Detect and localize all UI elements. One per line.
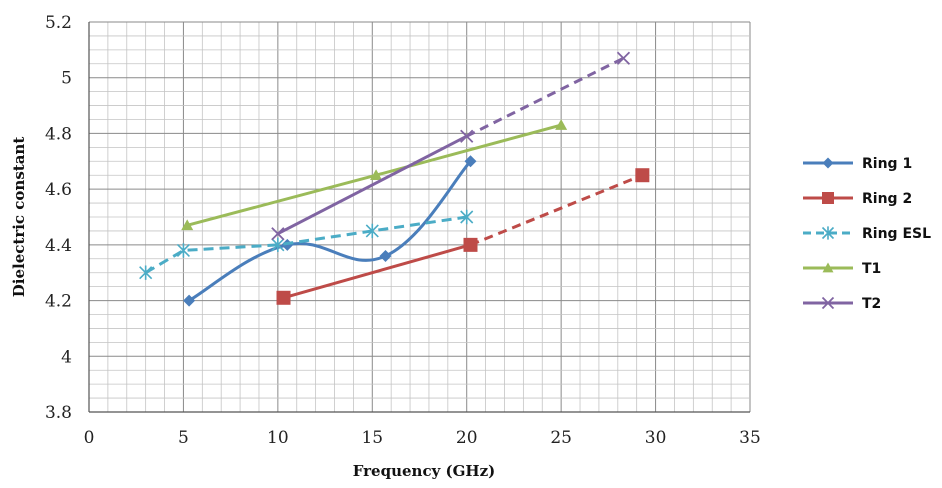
data-point-marker bbox=[183, 294, 196, 307]
data-point-marker bbox=[460, 209, 474, 225]
data-point-marker bbox=[821, 296, 835, 310]
data-point-marker bbox=[555, 119, 568, 130]
legend-label: Ring 1 bbox=[862, 156, 912, 172]
y-tick-label: 4 bbox=[61, 347, 72, 367]
series-t2 bbox=[271, 51, 631, 241]
series-layer bbox=[139, 51, 650, 307]
data-point-marker bbox=[635, 168, 650, 183]
data-point-marker bbox=[139, 265, 153, 280]
x-tick-label: 5 bbox=[178, 428, 189, 448]
data-point-marker bbox=[463, 237, 478, 252]
legend-item: T2 bbox=[803, 296, 881, 312]
series-line bbox=[144, 215, 467, 275]
x-tick-label: 15 bbox=[361, 428, 383, 448]
series-line-dashed bbox=[469, 173, 643, 247]
data-point-marker bbox=[379, 250, 392, 262]
data-point-marker bbox=[822, 192, 834, 204]
data-point-marker bbox=[271, 237, 285, 253]
data-point-marker bbox=[365, 223, 379, 239]
tick-labels: 0 5 10 15 20 25 30 35 3.8 4 4.2 4.4 4.6 4.8 5 5.2 bbox=[45, 13, 761, 448]
series-line bbox=[277, 134, 468, 236]
series-t1 bbox=[181, 119, 568, 231]
data-point-marker bbox=[822, 157, 834, 169]
y-tick-label: 5 bbox=[61, 69, 72, 89]
y-tick-label: 4.8 bbox=[45, 124, 72, 144]
legend-label: T2 bbox=[862, 296, 881, 312]
legend-item: Ring 2 bbox=[803, 191, 912, 207]
legend-item: T1 bbox=[803, 261, 881, 277]
series-ring-esl bbox=[139, 209, 474, 280]
x-tick-label: 20 bbox=[456, 428, 478, 448]
y-tick-label: 5.2 bbox=[45, 13, 72, 33]
legend-item: Ring ESL bbox=[803, 226, 931, 242]
legend-label: T1 bbox=[862, 261, 881, 277]
data-point-marker bbox=[821, 226, 835, 240]
data-point-marker bbox=[181, 219, 194, 231]
y-tick-label: 4.2 bbox=[45, 292, 72, 312]
legend: Ring 1 Ring 2 Ring ESL T1 T2 bbox=[803, 156, 931, 312]
legend-item: Ring 1 bbox=[803, 156, 912, 172]
data-point-marker bbox=[276, 290, 291, 305]
x-tick-label: 10 bbox=[267, 428, 289, 448]
x-tick-label: 25 bbox=[550, 428, 572, 448]
series-line-dashed bbox=[466, 56, 625, 138]
data-point-marker bbox=[370, 169, 383, 181]
legend-label: Ring ESL bbox=[862, 226, 931, 242]
x-tick-label: 30 bbox=[645, 428, 667, 448]
data-point-marker bbox=[460, 129, 474, 143]
data-point-marker bbox=[822, 262, 834, 273]
data-point-marker bbox=[176, 243, 190, 258]
series-ring-2 bbox=[276, 168, 650, 305]
series-line bbox=[283, 243, 471, 300]
y-tick-label: 4.6 bbox=[45, 180, 72, 200]
x-axis-title: Frequency (GHz) bbox=[353, 462, 495, 480]
data-point-marker bbox=[616, 51, 631, 65]
y-tick-label: 3.8 bbox=[45, 403, 72, 423]
series-ring-1 bbox=[183, 155, 477, 307]
axes bbox=[88, 22, 750, 413]
y-axis-title: Dielectric constant bbox=[10, 137, 28, 298]
legend-label: Ring 2 bbox=[862, 191, 912, 207]
grid bbox=[88, 21, 751, 413]
series-line bbox=[188, 160, 472, 302]
x-tick-label: 35 bbox=[739, 428, 761, 448]
x-tick-label: 0 bbox=[84, 428, 95, 448]
y-tick-label: 4.4 bbox=[45, 236, 72, 256]
data-point-marker bbox=[464, 155, 477, 168]
data-point-marker bbox=[271, 227, 285, 241]
